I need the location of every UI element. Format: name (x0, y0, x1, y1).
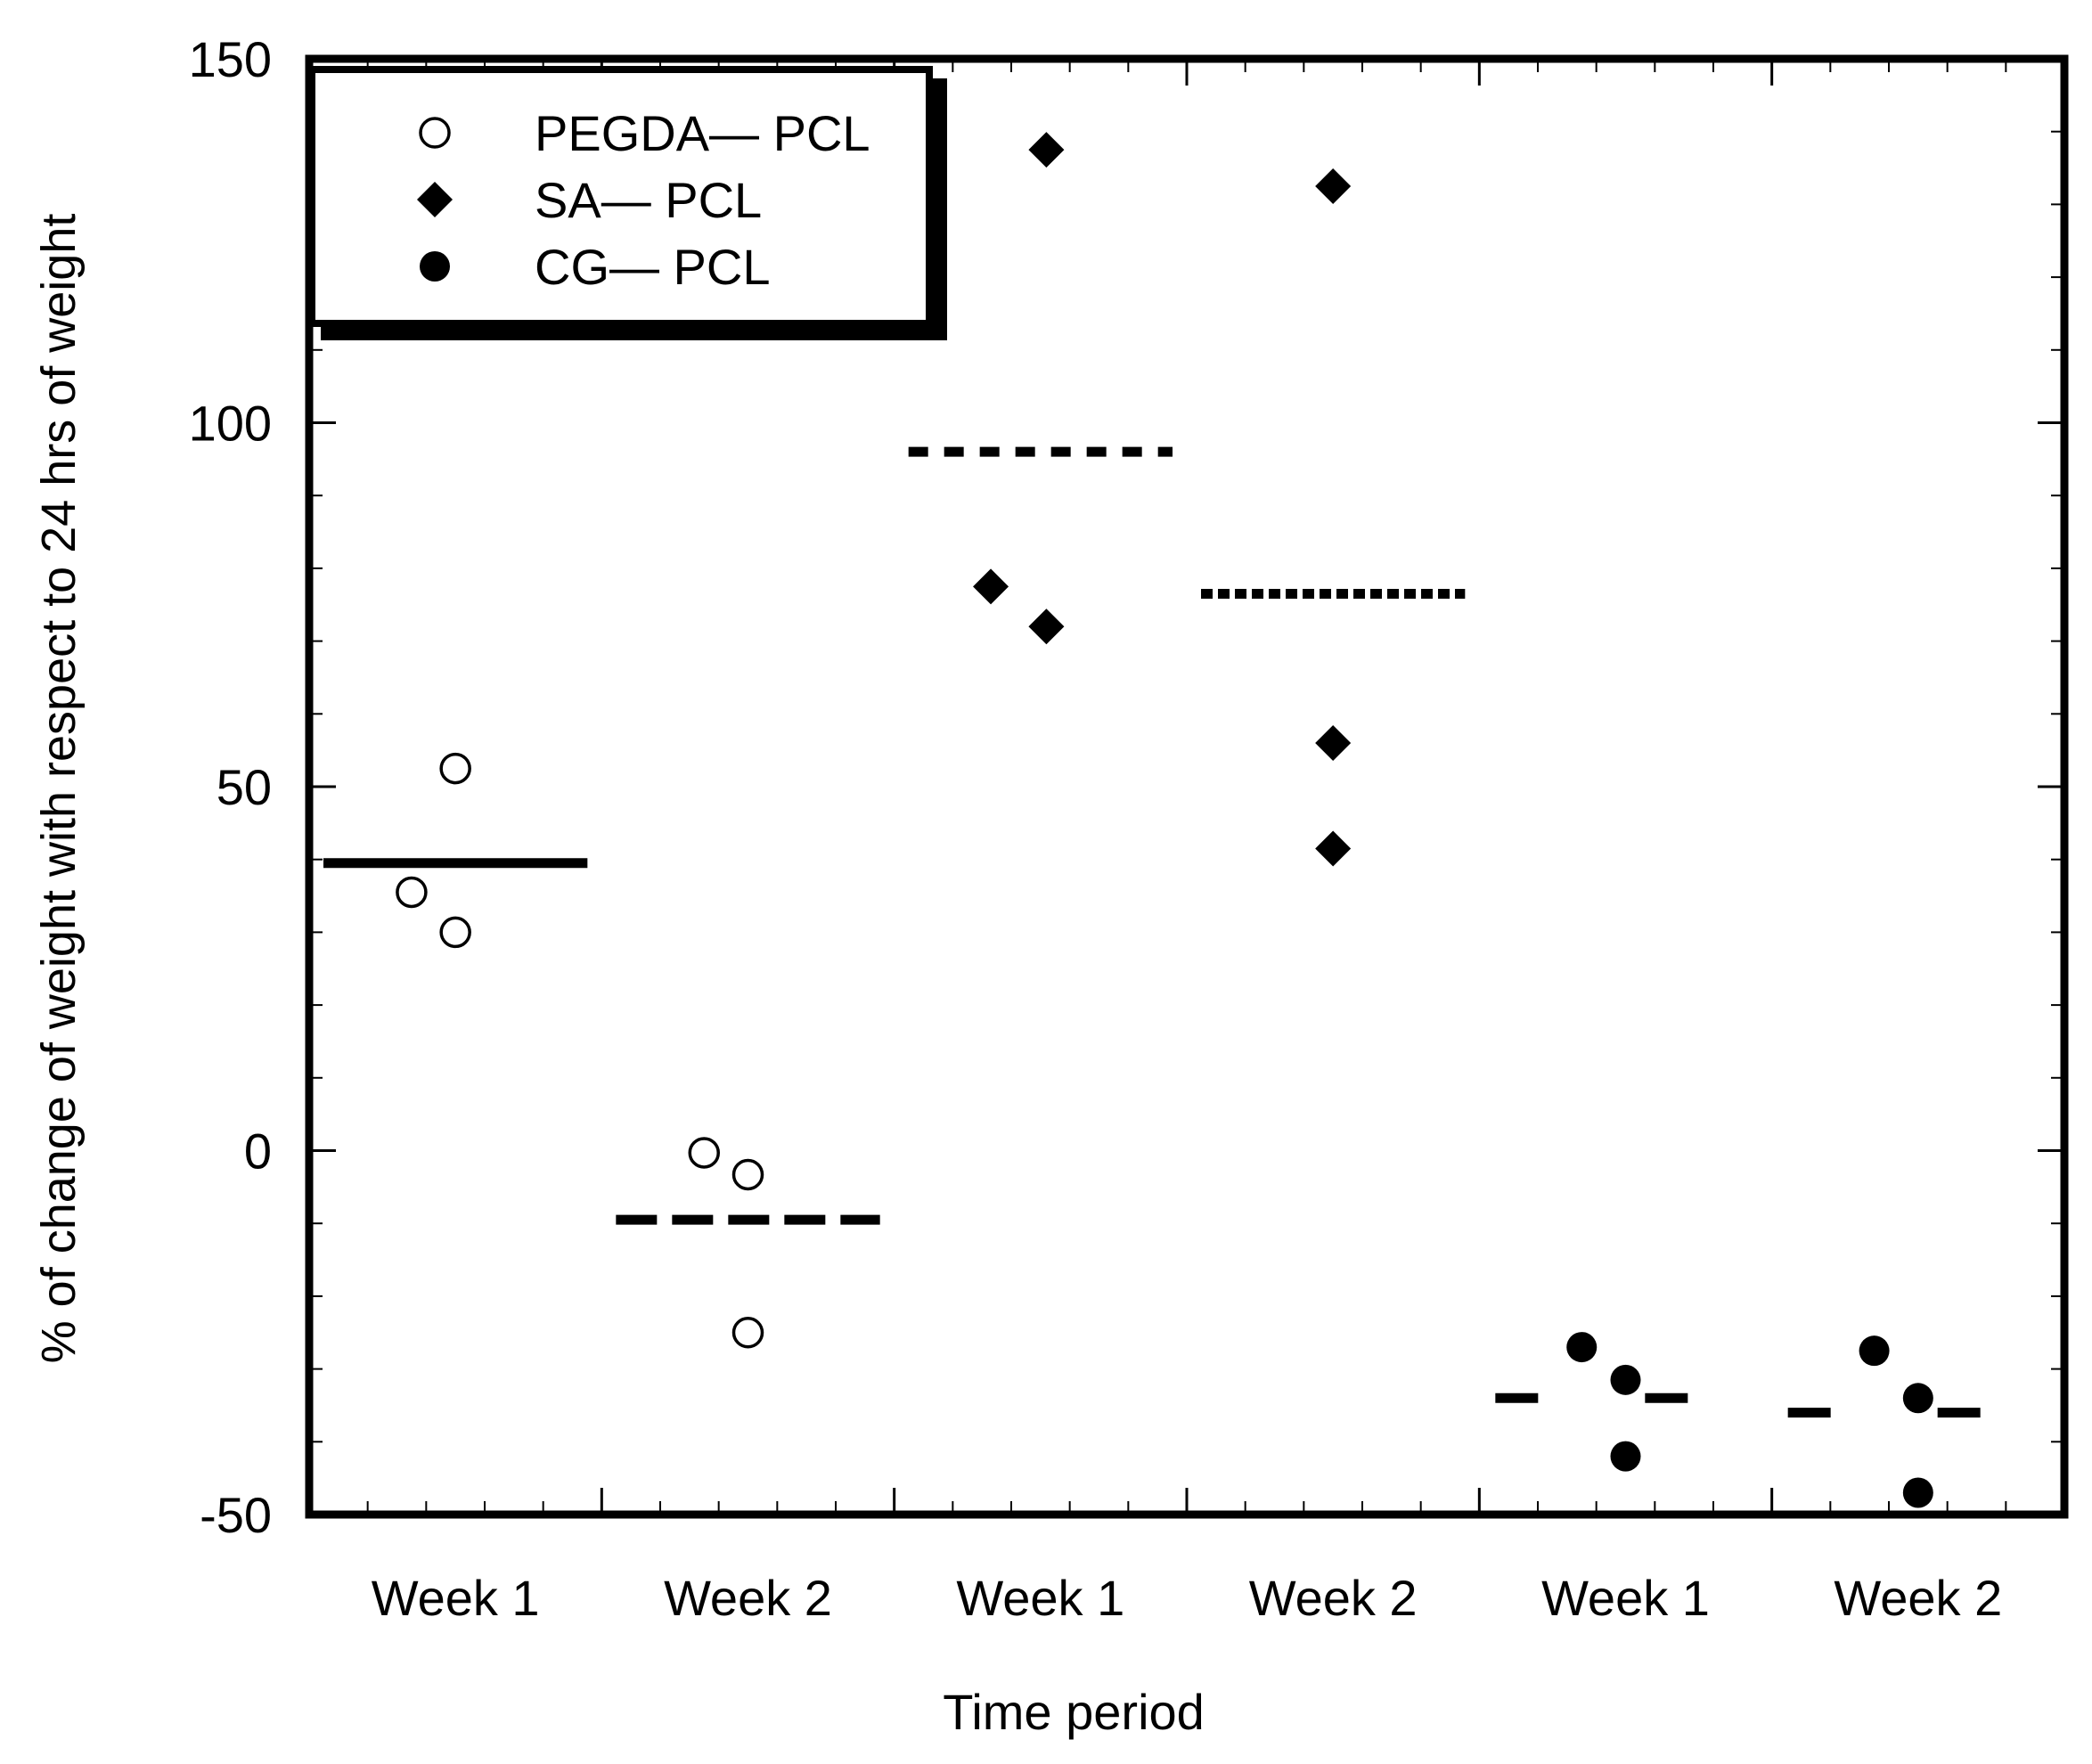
y-tick-label: 100 (189, 396, 272, 452)
data-point (439, 916, 471, 949)
data-point (731, 1317, 764, 1349)
data-point (439, 752, 471, 785)
legend-marker (419, 117, 451, 149)
legend-marker (420, 251, 450, 282)
data-point (1315, 724, 1352, 761)
legend-marker (417, 182, 453, 217)
data-point (731, 1158, 764, 1191)
y-tick-labels: -50 0 50 100 150 (189, 31, 272, 1543)
y-axis-title: % of change of weight with respect to 24… (32, 214, 86, 1364)
x-tick-labels: Week 1 Week 2 Week 1 Week 2 Week 1 Week 2 (372, 1570, 2003, 1626)
plot-frame (305, 54, 2069, 1519)
data-point (688, 1137, 720, 1169)
x-tick-label: Week 1 (956, 1570, 1124, 1626)
data-point (973, 568, 1009, 605)
legend-entries: PEGDA— PCL SA— PCL CG— PCL (417, 105, 870, 295)
x-tick-label: Week 2 (1249, 1570, 1418, 1626)
data-point (1315, 167, 1352, 204)
data-markers (396, 132, 1933, 1508)
legend: PEGDA— PCL SA— PCL CG— PCL (308, 66, 947, 340)
x-tick-label: Week 2 (664, 1570, 832, 1626)
data-point (1028, 132, 1065, 168)
data-point (1028, 608, 1065, 645)
data-point (1902, 1383, 1933, 1414)
data-point (1610, 1441, 1641, 1472)
mean-lines (323, 446, 2082, 1418)
data-point (1315, 830, 1352, 867)
data-point (1566, 1332, 1598, 1363)
data-point (396, 876, 428, 909)
data-point (1902, 1477, 1933, 1508)
y-tick-label: 50 (217, 759, 272, 815)
y-tick-label: 150 (189, 31, 272, 87)
legend-label: PEGDA— PCL (535, 105, 870, 161)
x-tick-label: Week 2 (1834, 1570, 2002, 1626)
data-point (1610, 1364, 1641, 1395)
legend-label: SA— PCL (535, 172, 762, 228)
data-point (1859, 1335, 1890, 1367)
x-tick-label: Week 1 (372, 1570, 540, 1626)
x-tick-label: Week 1 (1541, 1570, 1710, 1626)
legend-box (308, 66, 933, 327)
legend-label: CG— PCL (535, 239, 771, 295)
y-tick-label: 0 (244, 1123, 272, 1180)
y-tick-label: -50 (200, 1487, 272, 1543)
x-axis-title: Time period (943, 1684, 1205, 1740)
